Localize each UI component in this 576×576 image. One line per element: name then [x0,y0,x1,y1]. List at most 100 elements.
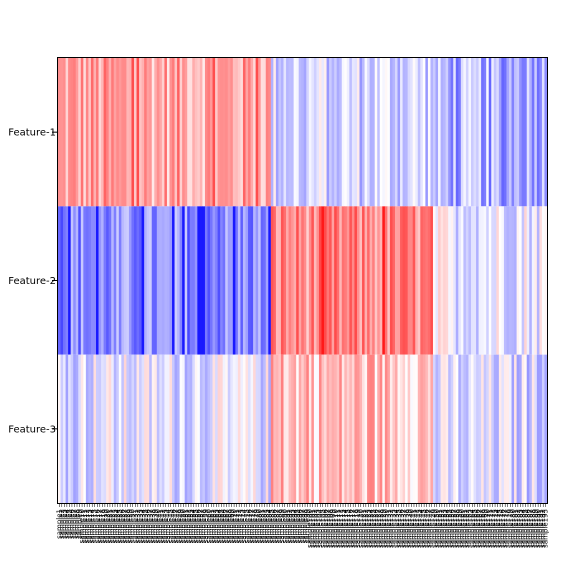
sample-label: sample114 [342,508,350,547]
heatmap-cell [481,58,485,207]
heatmap-cell [296,354,300,503]
sample-label: sample92 [286,509,294,543]
heatmap-cell [496,58,500,207]
sample-label: sample66 [220,508,228,543]
heatmap-cell [182,206,186,355]
heatmap-cells [58,58,548,503]
heatmap-cell [60,354,64,503]
heatmap-cell [303,354,307,503]
heatmap-cell [222,354,226,503]
sample-label: sample189 [532,509,540,548]
heatmap-cell [346,206,350,355]
heatmap-cell [473,354,477,503]
heatmap-cell [405,206,409,355]
heatmap-cell [293,58,297,207]
heatmap-cell [199,206,203,355]
heatmap-cell [126,206,130,355]
heatmap-cell [253,206,257,355]
heatmap-cell [83,58,87,207]
sample-label: sample13 [86,509,94,543]
sample-label: sample125 [369,509,377,548]
heatmap-cell [245,206,249,355]
heatmap-cell [331,206,335,355]
heatmap-cell [427,58,431,207]
heatmap-cell [189,206,193,355]
heatmap-cell [179,354,183,503]
heatmap-cell [359,354,363,503]
heatmap-cell [324,58,327,207]
heatmap-cell [63,354,66,503]
heatmap-cell [217,206,221,355]
heatmap-cell [493,58,497,207]
heatmap-cell [488,58,492,207]
sample-label: sample12 [83,509,91,543]
heatmap-cell [154,58,158,207]
heatmap-cell [194,206,198,355]
heatmap-cell [410,354,414,503]
heatmap-cell [146,206,150,355]
heatmap-cell [83,354,87,503]
heatmap-cell [311,58,315,207]
heatmap-cell [136,354,140,503]
heatmap-cell [136,58,140,207]
heatmap-cell [468,354,472,503]
sample-label: sample52 [184,509,192,543]
heatmap-cell [134,58,137,207]
heatmap-cell [486,206,490,355]
sample-label: sample157 [451,509,459,548]
heatmap-cell [154,354,158,503]
heatmap-cell [407,354,411,503]
heatmap-cell [412,58,416,207]
heatmap-cell [75,354,79,503]
heatmap-cell [478,354,482,503]
heatmap-cell [169,206,173,355]
heatmap-cell [498,206,502,355]
heatmap-cell [212,354,216,503]
heatmap-cell [356,206,360,355]
heatmap-cell [182,58,186,207]
sample-label: sample142 [413,509,421,548]
heatmap-cell [204,58,208,207]
heatmap-cell [501,58,505,207]
heatmap-cell [415,58,419,207]
heatmap-cell [463,58,467,207]
heatmap-cell [394,58,398,207]
heatmap-cell [258,354,262,503]
heatmap-cell [400,354,403,503]
heatmap-cell [248,58,251,207]
heatmap-cell [308,58,312,207]
heatmap-cell [303,206,307,355]
heatmap-cell [134,206,137,355]
sample-label: sample159 [456,509,464,548]
heatmap-cell [503,206,507,355]
sample-label: sample113 [339,509,347,548]
heatmap-cell [159,354,163,503]
heatmap-cell [179,58,183,207]
heatmap-cell [539,354,543,503]
sample-label: sample119 [354,509,362,548]
heatmap-cell [58,58,61,207]
sample-label: sample98 [301,509,309,543]
heatmap-cell [516,354,520,503]
heatmap-cell [519,58,523,207]
heatmap-cell [405,58,409,207]
heatmap-cell [128,354,132,503]
sample-label: sample51 [182,509,190,543]
sample-label: sample106 [321,508,329,547]
heatmap-cell [425,58,429,207]
heatmap-cell [73,58,77,207]
heatmap-cell [491,206,495,355]
sample-label: sample162 [463,509,471,548]
heatmap-cell [174,206,178,355]
heatmap-cell [136,206,140,355]
heatmap-cell [387,58,391,207]
heatmap-cell [544,206,548,355]
sample-label: sample177 [501,509,509,548]
heatmap-cell [220,206,224,355]
heatmap-cell [529,354,533,503]
heatmap-cell [202,354,206,503]
heatmap-cell [519,206,523,355]
sample-label: sample188 [529,509,537,548]
heatmap-cell [121,58,125,207]
